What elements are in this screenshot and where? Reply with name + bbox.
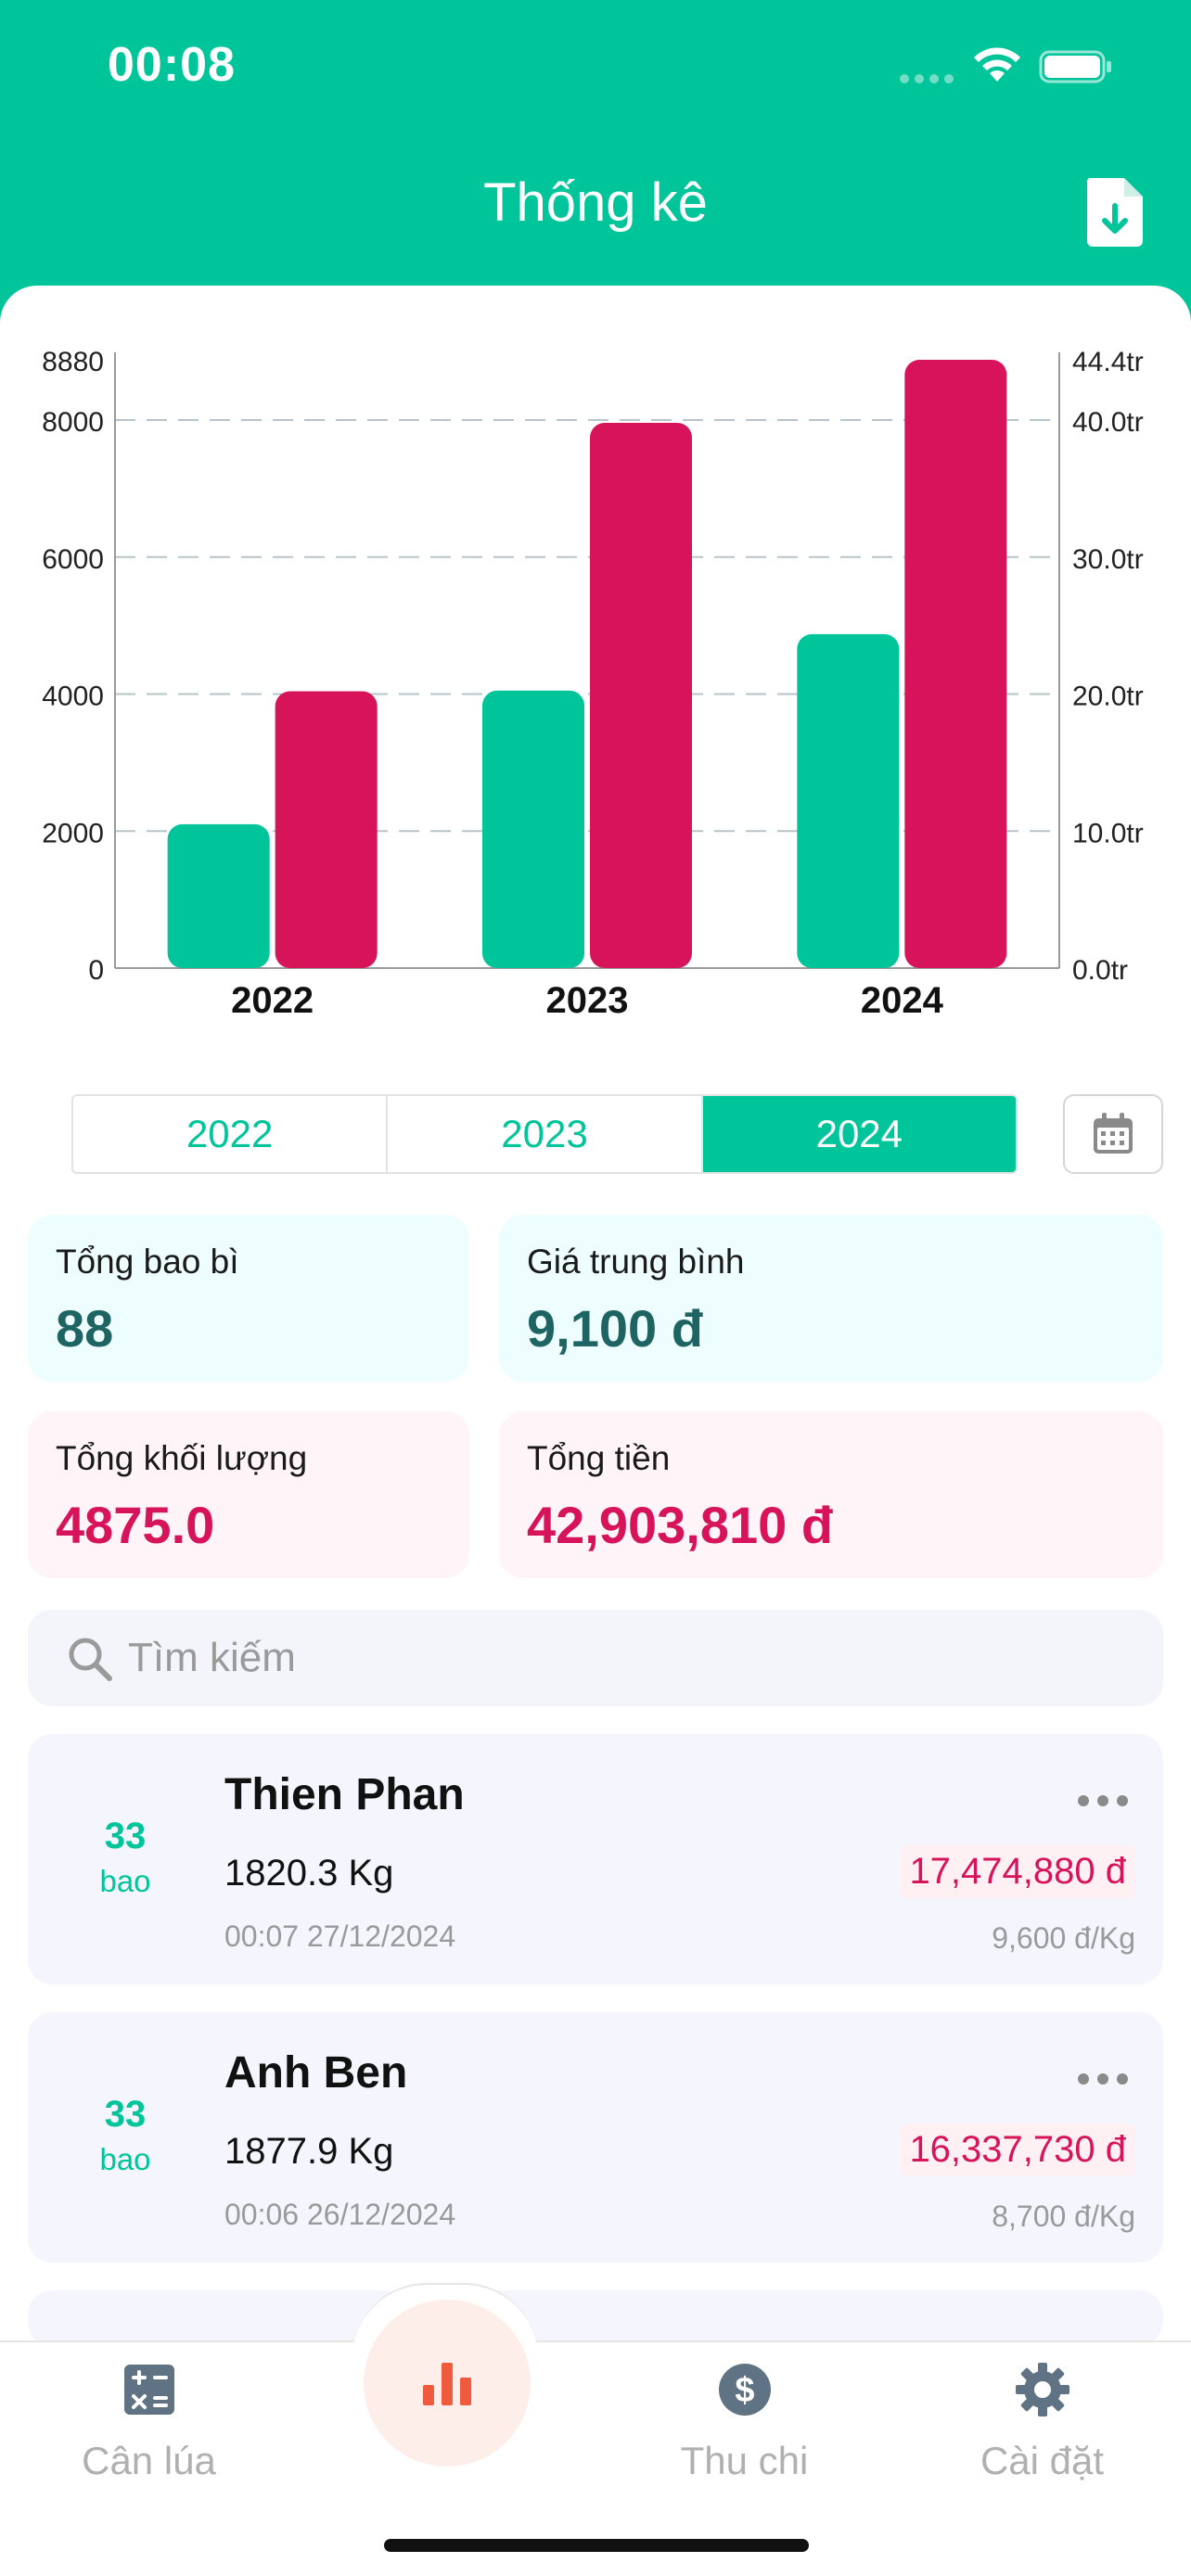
tab-income-expense[interactable]: $ Thu chi [596, 2342, 893, 2519]
right-tick-label: 0.0tr [1072, 955, 1128, 986]
dollar-icon: $ [719, 2364, 771, 2416]
bar-2022-series1 [275, 691, 378, 968]
record-name: Thien Phan [224, 1770, 465, 1819]
record-amount: 17,474,880 đ [900, 1845, 1135, 1898]
page-title: Thống kê [483, 172, 708, 233]
year-option-2022[interactable]: 2022 [73, 1096, 389, 1172]
record-price: 8,700 đ/Kg [992, 2200, 1135, 2233]
home-indicator [384, 2539, 809, 2552]
record-date: 00:07 27/12/2024 [224, 1919, 456, 1953]
year-selector: 2022 2023 2024 [71, 1094, 1018, 1174]
left-tick-label: 8000 [42, 407, 104, 438]
left-tick-label: 2000 [42, 818, 104, 848]
record-price: 9,600 đ/Kg [992, 1921, 1135, 1955]
left-tick-label: 4000 [42, 682, 104, 712]
avg-price-label: Giá trung bình [527, 1243, 745, 1281]
total-weight-value: 4875.0 [56, 1496, 215, 1554]
search-icon [69, 1638, 112, 1681]
status-time: 00:08 [108, 38, 236, 92]
record-weight: 1820.3 Kg [224, 1853, 394, 1894]
gear-icon [1016, 2363, 1069, 2417]
tab-weigh-label: Cân lúa [82, 2439, 216, 2482]
calendar-button[interactable] [1063, 1094, 1163, 1174]
more-options-icon[interactable] [1076, 1793, 1130, 1808]
total-bags-value: 88 [56, 1299, 114, 1358]
year-option-2023[interactable]: 2023 [388, 1096, 703, 1172]
bar-2024-series1 [904, 360, 1007, 968]
record-date: 00:06 26/12/2024 [224, 2198, 456, 2231]
right-tick-label: 40.0tr [1072, 407, 1144, 438]
total-money-card: Tổng tiền 42,903,810 đ [499, 1411, 1163, 1578]
file-download-icon[interactable] [1082, 174, 1148, 249]
record-amount: 16,337,730 đ [900, 2123, 1135, 2176]
bag-unit: bao [99, 2142, 151, 2176]
bar-chart-icon [423, 2363, 471, 2405]
svg-text:$: $ [735, 2371, 754, 2410]
total-weight-card: Tổng khối lượng 4875.0 [28, 1411, 469, 1578]
bag-unit: bao [99, 1864, 151, 1898]
record-name: Anh Ben [224, 2048, 408, 2098]
status-bar: 00:08 [0, 0, 1191, 139]
bar-2024-series0 [797, 633, 900, 968]
tab-income-expense-label: Thu chi [680, 2439, 809, 2482]
avg-price-card: Giá trung bình 9,100 đ [499, 1215, 1163, 1382]
right-tick-label: 44.4tr [1072, 347, 1144, 377]
bag-count: 33 [104, 1816, 147, 1856]
right-tick-label: 10.0tr [1072, 818, 1144, 848]
right-tick-label: 20.0tr [1072, 682, 1144, 712]
total-weight-label: Tổng khối lượng [56, 1439, 308, 1477]
right-tick-label: 30.0tr [1072, 544, 1144, 575]
total-money-value: 42,903,810 đ [527, 1496, 834, 1554]
year-option-2024[interactable]: 2024 [702, 1096, 1016, 1172]
tab-weigh[interactable]: Cân lúa [0, 2342, 298, 2519]
cellular-signal-icon [900, 74, 954, 83]
bar-2023-series1 [590, 422, 692, 968]
tab-settings[interactable]: Cài đặt [893, 2342, 1191, 2519]
tab-statistics[interactable] [364, 2300, 531, 2467]
list-item[interactable]: 33 bao Thien Phan 1820.3 Kg 00:07 27/12/… [28, 1734, 1163, 1984]
bar-2022-series0 [167, 823, 270, 968]
bar-2023-series0 [482, 690, 584, 968]
calculator-icon [124, 2365, 174, 2415]
more-options-icon[interactable] [1076, 2072, 1130, 2086]
left-tick-label: 0 [88, 955, 104, 986]
x-tick-label: 2024 [861, 980, 944, 1021]
calendar-icon [1094, 1113, 1133, 1154]
total-money-label: Tổng tiền [527, 1439, 671, 1477]
yearly-chart: 0 2000 4000 6000 8000 8880 0.0tr 10.0tr 20.0tr 30… [42, 347, 1144, 1021]
tab-bar: Cân lúa $ Thu chi Cài đặt [0, 2340, 1191, 2576]
total-bags-card: Tổng bao bì 88 [28, 1215, 469, 1382]
avg-price-value: 9,100 đ [527, 1299, 703, 1358]
search-input[interactable] [128, 1628, 1130, 1688]
left-tick-label: 8880 [42, 347, 104, 377]
search-bar [28, 1610, 1163, 1706]
bag-count: 33 [104, 2094, 147, 2135]
list-item[interactable] [28, 2290, 1163, 2346]
list-item[interactable]: 33 bao Anh Ben 1877.9 Kg 00:06 26/12/202… [28, 2012, 1163, 2263]
total-bags-label: Tổng bao bì [56, 1243, 239, 1281]
wifi-icon [974, 47, 1020, 82]
battery-icon [1039, 50, 1111, 83]
x-tick-label: 2023 [546, 980, 629, 1021]
tab-settings-label: Cài đặt [980, 2439, 1105, 2482]
left-tick-label: 6000 [42, 544, 104, 575]
x-tick-label: 2022 [231, 980, 314, 1021]
record-weight: 1877.9 Kg [224, 2131, 394, 2172]
